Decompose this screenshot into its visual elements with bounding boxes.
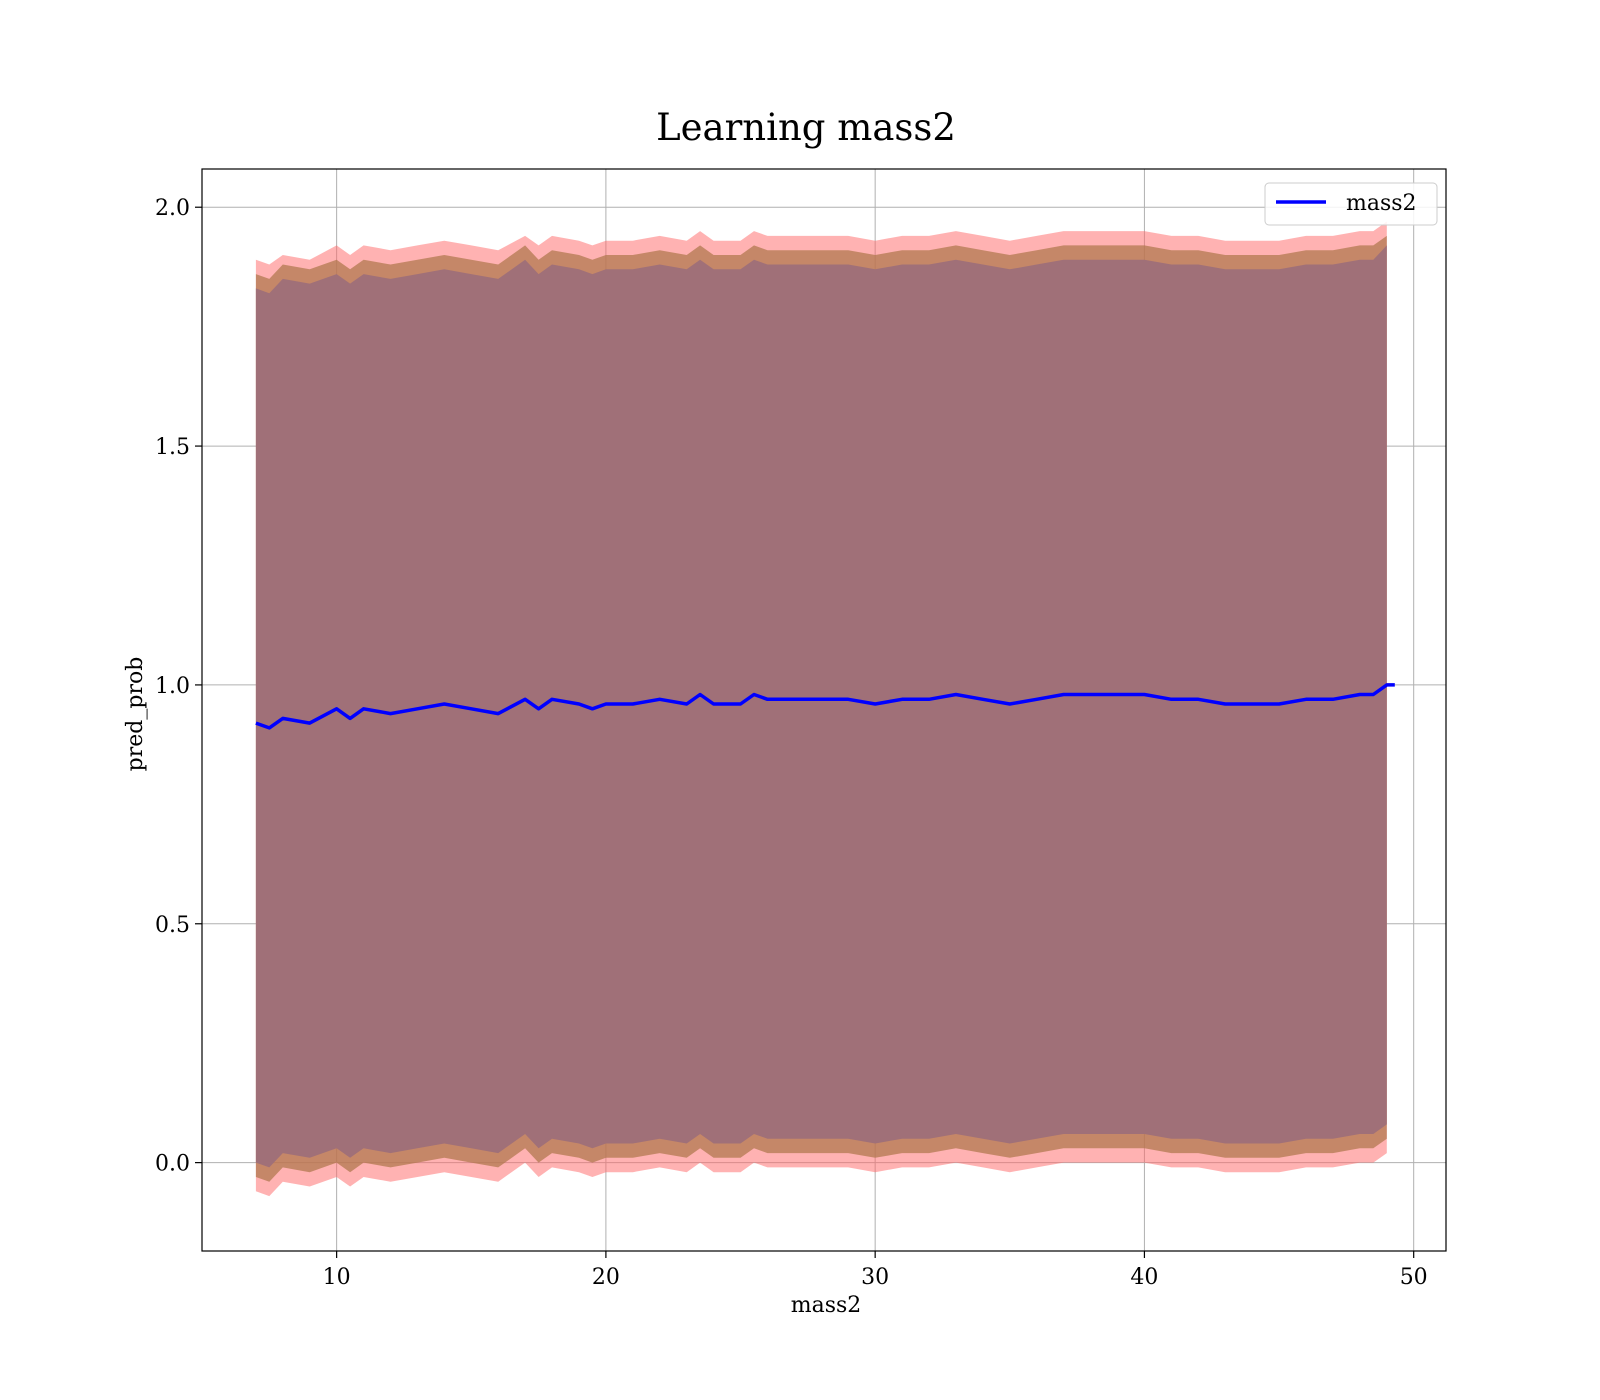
- plot-frame: [201, 168, 1447, 1252]
- x-axis-label: mass2: [791, 1293, 862, 1318]
- y-axis-ticks: 0.0 0.5 1.0 1.5 2.0: [155, 196, 202, 1177]
- x-tick-label: 50: [1400, 1265, 1428, 1290]
- x-tick-label: 20: [592, 1265, 620, 1290]
- x-tick-label: 30: [861, 1265, 889, 1290]
- y-tick-label: 0.0: [155, 1152, 190, 1177]
- y-axis-label: pred_prob: [123, 657, 148, 772]
- y-tick-label: 1.5: [155, 435, 190, 460]
- y-tick-label: 0.5: [155, 913, 190, 938]
- band-layer: [255, 221, 1387, 1197]
- inner-uncertainty-band: [255, 245, 1387, 1168]
- legend-box: [1264, 182, 1438, 226]
- series-line-mass2: [255, 683, 1395, 730]
- legend: mass2: [1264, 182, 1438, 226]
- x-tick-label: 10: [323, 1265, 351, 1290]
- chart-title: Learning mass2: [656, 106, 956, 149]
- x-tick-label: 40: [1130, 1265, 1158, 1290]
- line-layer: [255, 683, 1395, 730]
- legend-entry-mass2: mass2: [1346, 191, 1417, 216]
- y-tick-label: 2.0: [155, 196, 190, 221]
- x-axis-ticks: 10 20 30 40 50: [323, 1251, 1428, 1290]
- y-tick-label: 1.0: [155, 674, 190, 699]
